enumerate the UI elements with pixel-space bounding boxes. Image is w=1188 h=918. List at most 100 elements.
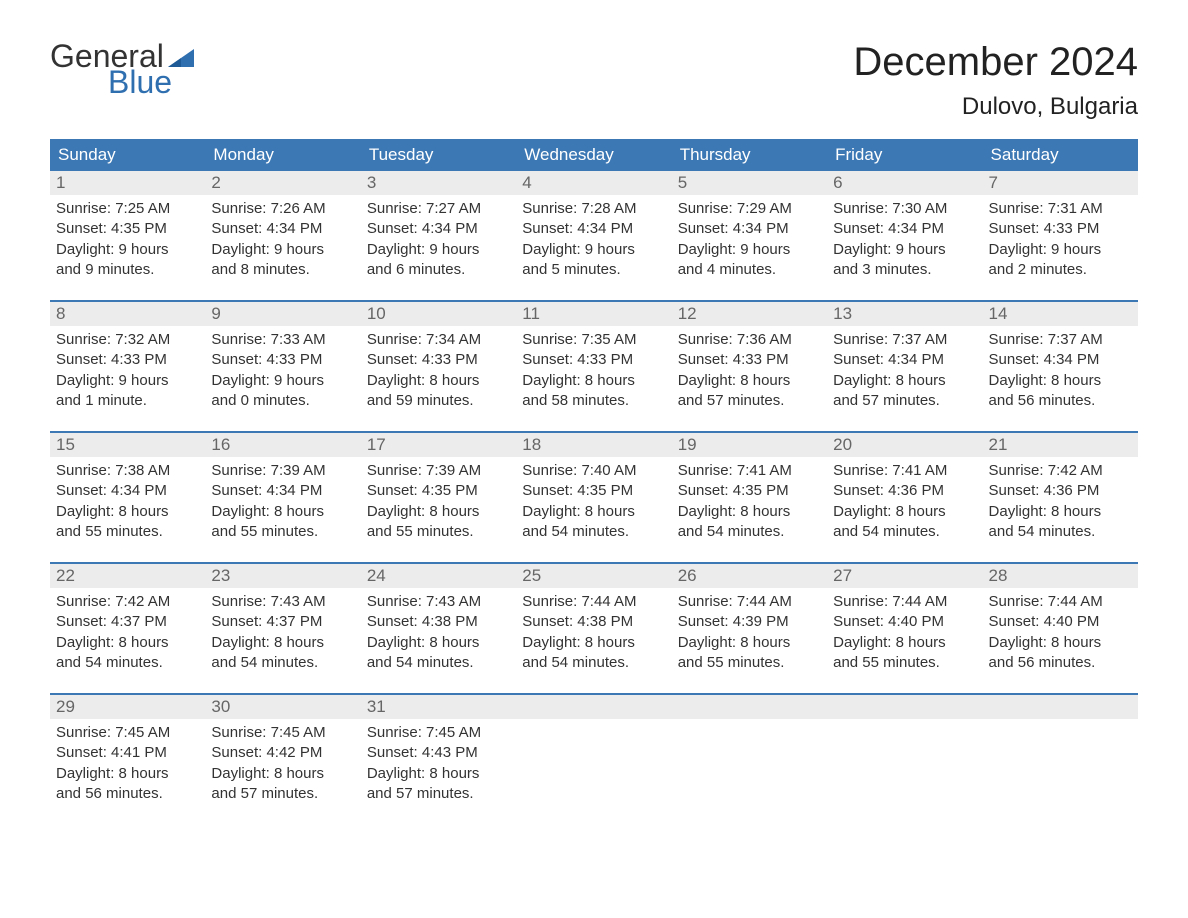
daylight-line2: and 54 minutes. (211, 653, 354, 673)
weekday-header: Monday (205, 139, 360, 171)
day-number: 13 (827, 302, 982, 326)
daylight-line2: and 54 minutes. (522, 653, 665, 673)
daylight-line2: and 8 minutes. (211, 260, 354, 280)
daylight-line2: and 55 minutes. (833, 653, 976, 673)
day-number: 2 (205, 171, 360, 195)
daylight-line1: Daylight: 8 hours (56, 502, 199, 522)
day-cell: Sunrise: 7:37 AMSunset: 4:34 PMDaylight:… (827, 326, 982, 421)
sunrise-text: Sunrise: 7:42 AM (989, 461, 1132, 481)
sunrise-text: Sunrise: 7:30 AM (833, 199, 976, 219)
week: 22232425262728Sunrise: 7:42 AMSunset: 4:… (50, 562, 1138, 683)
daylight-line2: and 54 minutes. (833, 522, 976, 542)
weekday-header: Sunday (50, 139, 205, 171)
weekday-header: Friday (827, 139, 982, 171)
day-number: 5 (672, 171, 827, 195)
daylight-line1: Daylight: 8 hours (678, 502, 821, 522)
sunset-text: Sunset: 4:36 PM (833, 481, 976, 501)
daylight-line2: and 55 minutes. (211, 522, 354, 542)
day-cell (983, 719, 1138, 814)
sunrise-text: Sunrise: 7:39 AM (367, 461, 510, 481)
sunset-text: Sunset: 4:34 PM (211, 481, 354, 501)
day-cell: Sunrise: 7:43 AMSunset: 4:38 PMDaylight:… (361, 588, 516, 683)
day-number: 17 (361, 433, 516, 457)
page-header: General Blue December 2024 Dulovo, Bulga… (50, 40, 1138, 121)
day-cell: Sunrise: 7:25 AMSunset: 4:35 PMDaylight:… (50, 195, 205, 290)
day-cell: Sunrise: 7:40 AMSunset: 4:35 PMDaylight:… (516, 457, 671, 552)
sunrise-text: Sunrise: 7:34 AM (367, 330, 510, 350)
daylight-line2: and 4 minutes. (678, 260, 821, 280)
day-number: 28 (983, 564, 1138, 588)
sunset-text: Sunset: 4:34 PM (833, 219, 976, 239)
month-title: December 2024 (853, 40, 1138, 85)
daylight-line1: Daylight: 8 hours (522, 633, 665, 653)
day-number (983, 695, 1138, 719)
day-cell: Sunrise: 7:35 AMSunset: 4:33 PMDaylight:… (516, 326, 671, 421)
day-number: 6 (827, 171, 982, 195)
weekday-header: Saturday (983, 139, 1138, 171)
day-cell: Sunrise: 7:29 AMSunset: 4:34 PMDaylight:… (672, 195, 827, 290)
daylight-line2: and 54 minutes. (678, 522, 821, 542)
sunrise-text: Sunrise: 7:45 AM (211, 723, 354, 743)
logo-word2: Blue (108, 66, 194, 98)
daylight-line1: Daylight: 8 hours (211, 502, 354, 522)
day-number: 29 (50, 695, 205, 719)
daylight-line2: and 2 minutes. (989, 260, 1132, 280)
daylight-line1: Daylight: 8 hours (211, 764, 354, 784)
sunset-text: Sunset: 4:43 PM (367, 743, 510, 763)
day-cell (827, 719, 982, 814)
day-cell: Sunrise: 7:42 AMSunset: 4:36 PMDaylight:… (983, 457, 1138, 552)
day-cell: Sunrise: 7:45 AMSunset: 4:42 PMDaylight:… (205, 719, 360, 814)
day-cell: Sunrise: 7:38 AMSunset: 4:34 PMDaylight:… (50, 457, 205, 552)
day-number: 24 (361, 564, 516, 588)
daylight-line2: and 55 minutes. (367, 522, 510, 542)
sunset-text: Sunset: 4:33 PM (56, 350, 199, 370)
day-number: 25 (516, 564, 671, 588)
logo: General Blue (50, 40, 194, 98)
sunrise-text: Sunrise: 7:33 AM (211, 330, 354, 350)
sunset-text: Sunset: 4:35 PM (522, 481, 665, 501)
sunrise-text: Sunrise: 7:36 AM (678, 330, 821, 350)
day-number: 18 (516, 433, 671, 457)
day-cell (672, 719, 827, 814)
daylight-line1: Daylight: 8 hours (56, 633, 199, 653)
daylight-line2: and 54 minutes. (367, 653, 510, 673)
sunset-text: Sunset: 4:33 PM (211, 350, 354, 370)
sunset-text: Sunset: 4:35 PM (56, 219, 199, 239)
weekday-header-row: SundayMondayTuesdayWednesdayThursdayFrid… (50, 139, 1138, 171)
sunset-text: Sunset: 4:35 PM (367, 481, 510, 501)
daylight-line2: and 57 minutes. (367, 784, 510, 804)
sunrise-text: Sunrise: 7:39 AM (211, 461, 354, 481)
sunset-text: Sunset: 4:34 PM (989, 350, 1132, 370)
sunrise-text: Sunrise: 7:37 AM (989, 330, 1132, 350)
sunrise-text: Sunrise: 7:27 AM (367, 199, 510, 219)
daylight-line2: and 56 minutes. (989, 391, 1132, 411)
day-cell: Sunrise: 7:45 AMSunset: 4:43 PMDaylight:… (361, 719, 516, 814)
daylight-line2: and 1 minute. (56, 391, 199, 411)
day-number: 9 (205, 302, 360, 326)
day-number: 11 (516, 302, 671, 326)
day-number: 23 (205, 564, 360, 588)
daylight-line1: Daylight: 9 hours (989, 240, 1132, 260)
sunset-text: Sunset: 4:33 PM (522, 350, 665, 370)
day-number: 30 (205, 695, 360, 719)
sunrise-text: Sunrise: 7:43 AM (367, 592, 510, 612)
daylight-line2: and 59 minutes. (367, 391, 510, 411)
sunset-text: Sunset: 4:35 PM (678, 481, 821, 501)
day-number: 26 (672, 564, 827, 588)
sunrise-text: Sunrise: 7:45 AM (367, 723, 510, 743)
daylight-line2: and 6 minutes. (367, 260, 510, 280)
sunrise-text: Sunrise: 7:41 AM (678, 461, 821, 481)
sunset-text: Sunset: 4:33 PM (678, 350, 821, 370)
day-cell: Sunrise: 7:41 AMSunset: 4:35 PMDaylight:… (672, 457, 827, 552)
sunrise-text: Sunrise: 7:37 AM (833, 330, 976, 350)
daylight-line2: and 58 minutes. (522, 391, 665, 411)
sunrise-text: Sunrise: 7:38 AM (56, 461, 199, 481)
sunrise-text: Sunrise: 7:41 AM (833, 461, 976, 481)
daylight-line2: and 9 minutes. (56, 260, 199, 280)
sunrise-text: Sunrise: 7:43 AM (211, 592, 354, 612)
week: 15161718192021Sunrise: 7:38 AMSunset: 4:… (50, 431, 1138, 552)
daylight-line1: Daylight: 8 hours (522, 371, 665, 391)
daylight-line1: Daylight: 8 hours (367, 371, 510, 391)
day-cell: Sunrise: 7:31 AMSunset: 4:33 PMDaylight:… (983, 195, 1138, 290)
day-cell: Sunrise: 7:33 AMSunset: 4:33 PMDaylight:… (205, 326, 360, 421)
